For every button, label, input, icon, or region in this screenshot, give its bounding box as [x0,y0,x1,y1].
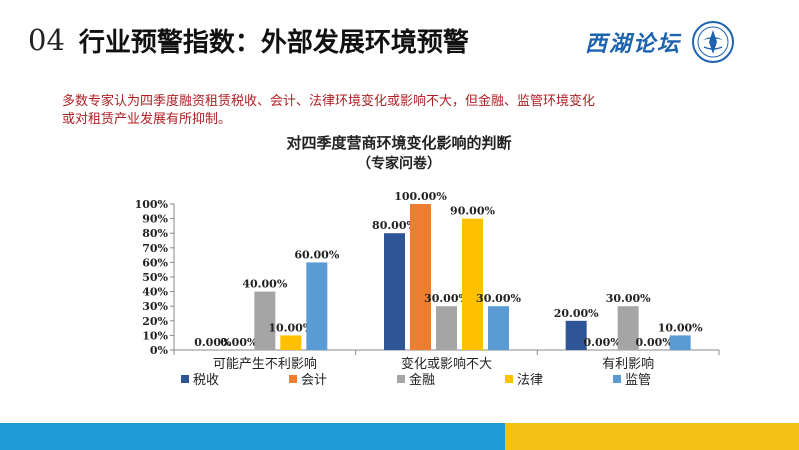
legend-swatch-0 [181,375,189,383]
bar-1-4 [488,306,509,350]
y-tick-label: 90% [142,213,168,226]
summary-line-2: 或对租赁产业发展有所抑制。 [62,112,232,127]
y-tick-label: 70% [142,242,168,255]
bar-1-3 [462,218,483,350]
legend-swatch-2 [397,375,405,383]
bar-1-2 [436,306,457,350]
y-tick-label: 100% [135,198,169,211]
data-label: 30.00% [606,292,651,305]
data-label: 30.00% [476,292,521,305]
data-label: 0.00% [194,336,232,349]
y-tick-label: 10% [142,329,168,342]
legend-label: 监管 [625,373,651,388]
y-tick-label: 40% [142,286,168,299]
y-tick-label: 80% [142,227,168,240]
data-label: 0.00% [584,336,622,349]
footer-blue-band [0,423,505,450]
data-label: 0.00% [636,336,674,349]
logo: 西湖论坛 [585,21,735,63]
data-label: 80.00% [372,219,417,232]
y-tick-label: 50% [142,271,168,284]
data-label: 30.00% [424,292,469,305]
data-label: 10.00% [658,321,703,334]
bar-0-4 [306,262,328,350]
bar-chart: 对四季度营商环境变化影响的判断 （专家问卷） 0% 10%20% 30%40% 50% 60… [135,134,720,388]
y-tick-label: 60% [142,256,168,269]
legend-swatch-4 [613,375,621,383]
chart-subtitle: （专家问卷） [357,155,441,172]
data-label: 90.00% [450,205,495,218]
legend-swatch-1 [289,375,297,383]
legend-label: 法律 [517,373,543,388]
bar-0-2 [254,291,276,350]
data-label: 0.00% [220,336,258,349]
y-tick-label: 30% [142,300,168,313]
bar-0-3 [280,335,302,350]
data-label: 10.00% [268,321,313,334]
footer-yellow-band [505,423,799,450]
section-number: 04 [28,23,65,57]
emblem-icon [692,21,735,63]
page-title: 行业预警指数：外部发展环境预警 [78,27,469,58]
bar-2-4 [669,335,691,350]
logo-text: 西湖论坛 [585,31,682,57]
data-label: 100.00% [394,190,447,203]
data-label: 20.00% [554,307,599,320]
x-tick-label: 变化或影响不大 [401,356,492,372]
y-tick-label: 20% [142,315,168,328]
bar-2-2 [617,306,639,350]
summary-text: 多数专家认为四季度融资租赁税收、会计、法律环境变化或影响不大，但金融、监管环境变… [62,93,722,129]
legend-label: 税收 [193,373,219,388]
legend-label: 金融 [409,372,435,388]
data-label: 60.00% [294,248,339,261]
data-label: 40.00% [242,278,287,291]
x-tick-label: 有利影响 [602,356,654,372]
bar-1-1 [410,204,431,350]
chart-title: 对四季度营商环境变化影响的判断 [286,134,511,152]
legend-swatch-3 [505,375,513,383]
bar-1-0 [384,233,405,350]
y-tick-label: 0% [150,344,169,357]
summary-line-1: 多数专家认为四季度融资租赁税收、会计、法律环境变化或影响不大，但金融、监管环境变… [62,94,596,109]
bar-2-0 [565,320,587,350]
x-tick-label: 可能产生不利影响 [213,356,317,372]
legend-label: 会计 [301,373,327,388]
page-header: 04 行业预警指数：外部发展环境预警 [28,20,469,60]
